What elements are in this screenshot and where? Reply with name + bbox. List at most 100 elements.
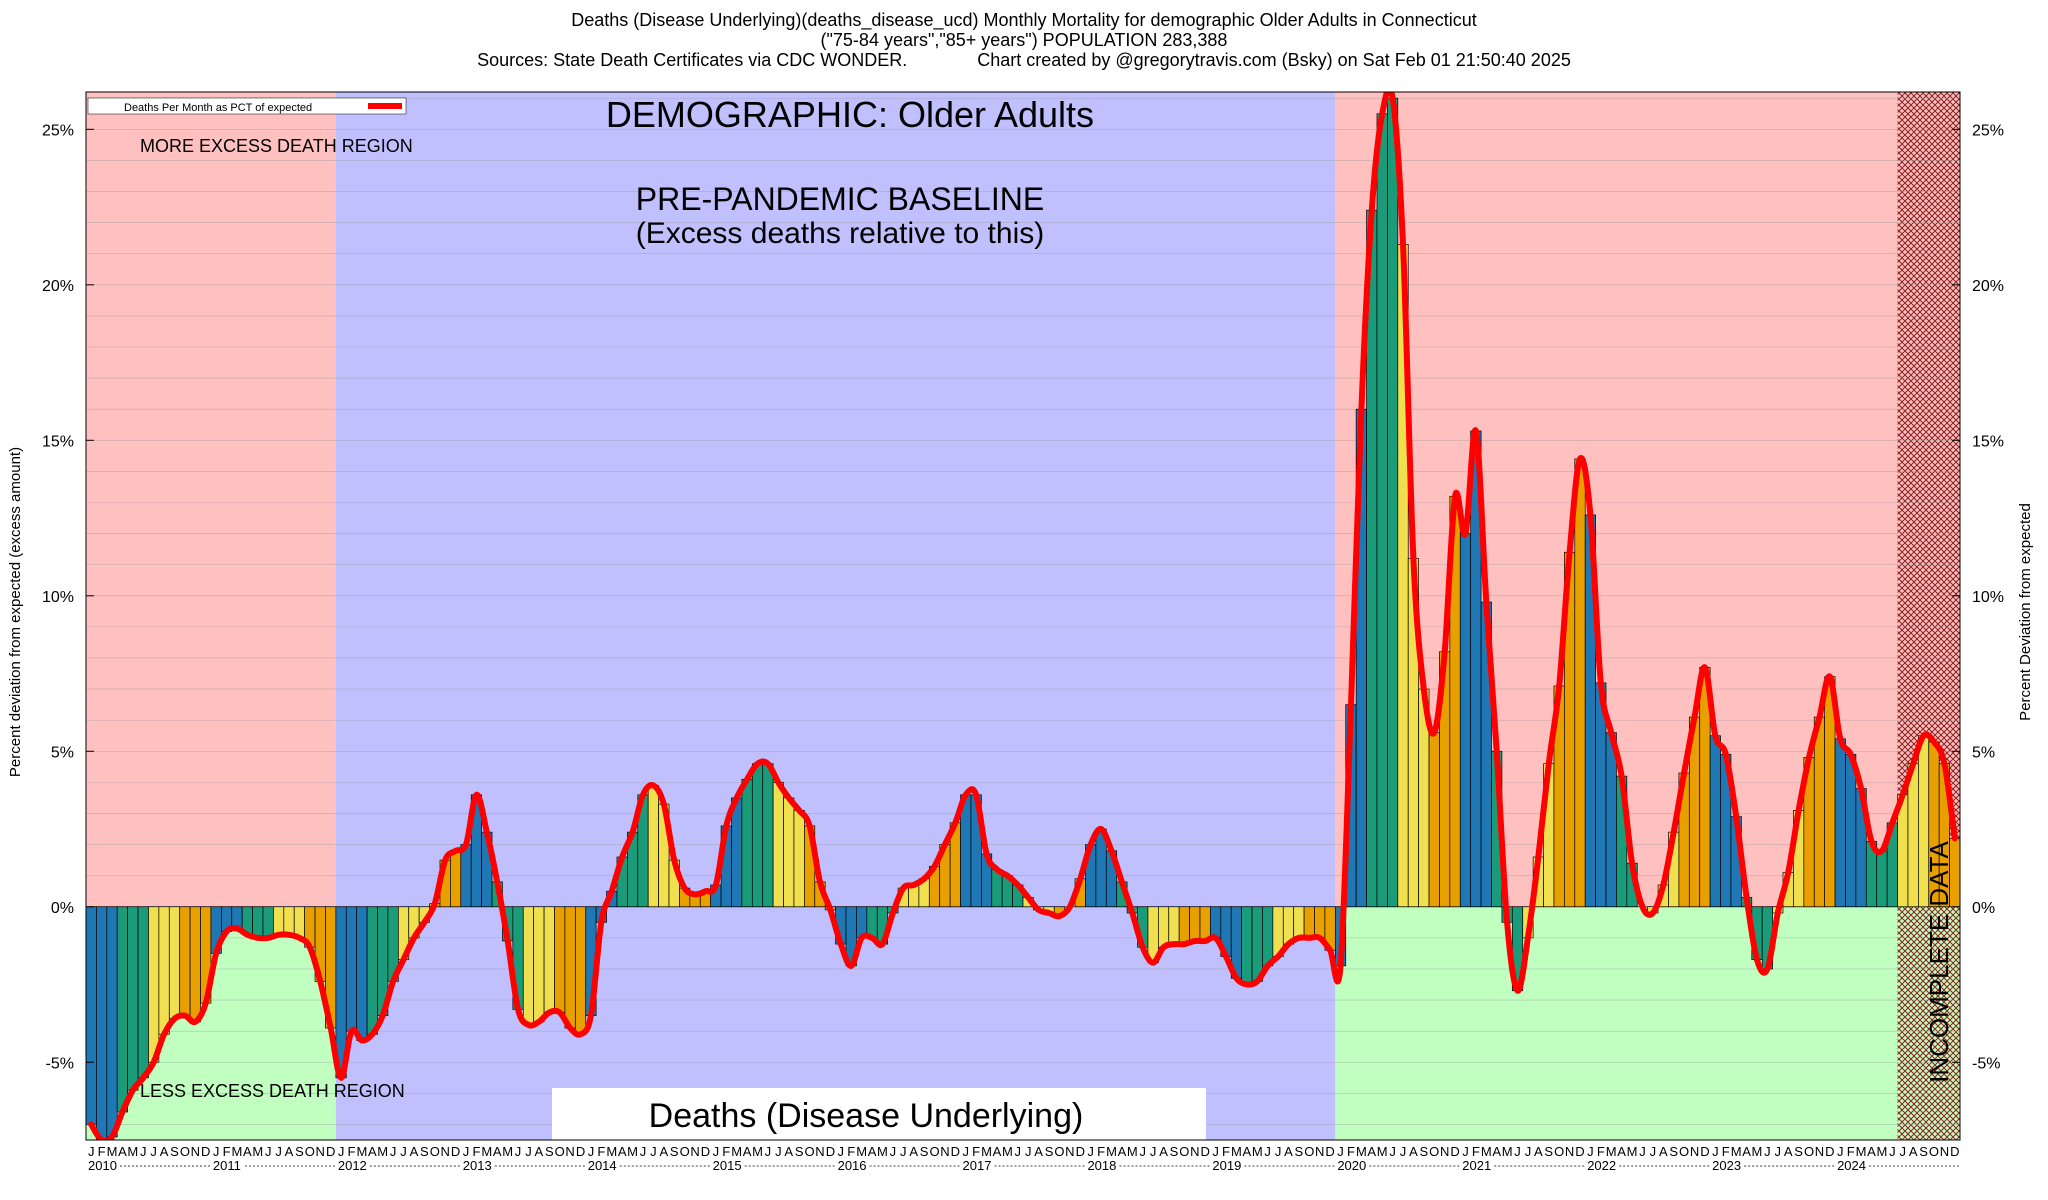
bar <box>273 906 285 936</box>
x-tick-month-label: J <box>588 1144 595 1159</box>
x-tick-month-label: M <box>252 1144 263 1159</box>
bar <box>1210 906 1222 939</box>
x-tick-year-label: 2013 <box>463 1158 492 1173</box>
y-tick-label-left: 10% <box>42 589 74 606</box>
x-tick-month-label: J <box>515 1144 522 1159</box>
x-tick-month-label: D <box>201 1144 210 1159</box>
x-tick-month-label: M <box>1731 1144 1742 1159</box>
deaths-pct-line <box>88 92 1958 1140</box>
bar <box>1303 906 1315 939</box>
x-tick-month-label: S <box>795 1144 804 1159</box>
x-tick-month-label: A <box>1617 1144 1626 1159</box>
bar <box>1168 906 1180 945</box>
x-tick-month-label: D <box>1575 1144 1584 1159</box>
region-less-excess-2 <box>1335 906 1898 1140</box>
bar <box>1262 906 1274 967</box>
x-tick-month-label: F <box>98 1144 106 1159</box>
x-tick-year-label: 2021 <box>1462 1158 1491 1173</box>
y-axis-title-left: Percent deviation from expected (excess … <box>7 447 24 777</box>
x-tick-month-label: J <box>1764 1144 1771 1159</box>
incomplete-data-label: INCOMPLETE DATA <box>1924 840 1954 1082</box>
bar-series <box>86 97 1960 1140</box>
x-tick-year-label: 2012 <box>338 1158 367 1173</box>
y-tick-label-left: 0% <box>51 900 74 917</box>
bar <box>1813 716 1826 908</box>
bar <box>96 906 108 1140</box>
x-tick-month-label: J <box>640 1144 647 1159</box>
x-tick-month-label: N <box>565 1144 574 1159</box>
bar <box>148 906 160 1063</box>
x-tick-month-label: M <box>481 1144 492 1159</box>
x-tick-year-label: 2023 <box>1712 1158 1741 1173</box>
x-tick-month-label: M <box>1002 1144 1013 1159</box>
bar <box>460 844 472 908</box>
x-tick-month-label: O <box>1679 1144 1689 1159</box>
y-tick-label-right: 15% <box>1972 433 2004 450</box>
x-tick-month-label: J <box>1264 1144 1271 1159</box>
bottom-label-box <box>552 1088 1206 1142</box>
x-tick-month-label: F <box>972 1144 980 1159</box>
x-tick-month-label: F <box>722 1144 730 1159</box>
x-tick-month-label: S <box>1919 1144 1928 1159</box>
x-tick-month-label: F <box>1347 1144 1355 1159</box>
x-tick-month-label: A <box>1659 1144 1668 1159</box>
x-tick-month-label: N <box>316 1144 325 1159</box>
bar <box>450 850 462 908</box>
legend: Deaths Per Month as PCT of expected <box>87 97 407 115</box>
bar <box>1459 533 1472 908</box>
bar <box>1241 906 1253 985</box>
x-tick-month-label: N <box>1565 1144 1574 1159</box>
x-tick-month-label: M <box>1502 1144 1513 1159</box>
y-axis-title-right: Percent Deviation from expected <box>2017 503 2034 721</box>
x-tick-year-label: 2018 <box>1087 1158 1116 1173</box>
x-tick-month-label: J <box>463 1144 470 1159</box>
x-tick-month-label: M <box>627 1144 638 1159</box>
bar <box>1293 906 1305 939</box>
bar <box>1387 97 1399 908</box>
x-tick-month-label: A <box>118 1144 127 1159</box>
x-tick-month-label: O <box>1054 1144 1064 1159</box>
x-tick-month-label: D <box>1325 1144 1334 1159</box>
x-tick-month-label: J <box>650 1144 657 1159</box>
x-tick-month-label: D <box>451 1144 460 1159</box>
bar <box>741 778 753 908</box>
x-tick-year-label: 2014 <box>588 1158 617 1173</box>
more-excess-region-label: MORE EXCESS DEATH REGION <box>140 136 413 156</box>
bar <box>1574 458 1586 908</box>
chart-header-line-3: Sources: State Death Certificates via CD… <box>477 50 1571 70</box>
x-tick-month-label: J <box>1899 1144 1906 1159</box>
x-tick-month-label: S <box>295 1144 304 1159</box>
x-tick-month-label: S <box>420 1144 429 1159</box>
x-tick-month-label: J <box>150 1144 157 1159</box>
x-tick-month-label: N <box>1690 1144 1699 1159</box>
x-tick-month-label: M <box>981 1144 992 1159</box>
x-tick-month-label: M <box>1377 1144 1388 1159</box>
x-tick-month-label: M <box>1627 1144 1638 1159</box>
x-tick-month-label: O <box>305 1144 315 1159</box>
region-baseline-1 <box>335 92 1336 1140</box>
x-tick-month-label: A <box>993 1144 1002 1159</box>
bar <box>564 906 576 1029</box>
x-tick-month-label: M <box>1856 1144 1867 1159</box>
x-tick-month-label: N <box>940 1144 949 1159</box>
x-tick-month-label: S <box>1544 1144 1553 1159</box>
x-tick-month-label: M <box>1481 1144 1492 1159</box>
x-tick-month-label: J <box>525 1144 532 1159</box>
x-tick-month-label: D <box>951 1144 960 1159</box>
chart-header: Deaths (Disease Underlying)(deaths_disea… <box>0 10 2048 70</box>
y-tick-label-right: 0% <box>1972 900 1995 917</box>
x-tick-month-label: J <box>775 1144 782 1159</box>
bar <box>1876 850 1888 908</box>
x-tick-month-label: M <box>606 1144 617 1159</box>
y-tick-label-right: 5% <box>1972 744 1995 761</box>
legend-label: Deaths Per Month as PCT of expected <box>124 102 312 114</box>
x-tick-month-label: M <box>731 1144 742 1159</box>
bar <box>1428 732 1440 908</box>
bar <box>1189 906 1201 942</box>
bar <box>137 906 149 1079</box>
y-axis-ticks: 25% 25% 20% 20% 15% 15% 10% 10% 5% 5% 0% 0% -5% -5% <box>42 122 2004 1072</box>
bar <box>533 906 545 1023</box>
x-tick-month-label: M <box>356 1144 367 1159</box>
x-tick-month-label: M <box>502 1144 513 1159</box>
x-tick-month-label: J <box>1212 1144 1219 1159</box>
